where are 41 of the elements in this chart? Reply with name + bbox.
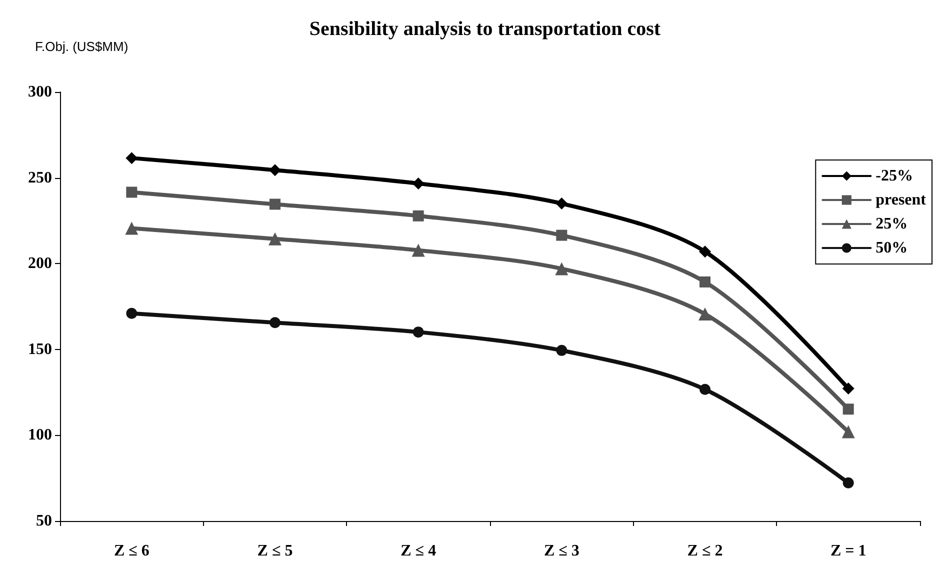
point	[842, 425, 855, 438]
x-tick-label: Z = 1	[830, 542, 866, 560]
point	[556, 344, 568, 356]
point	[698, 308, 712, 321]
y-tick-label: 100	[28, 426, 52, 444]
y-tick-label: 150	[28, 340, 52, 358]
point	[842, 382, 854, 395]
point	[842, 404, 854, 415]
legend-label: present	[876, 192, 927, 208]
legend-label: 25%	[876, 216, 908, 232]
point	[700, 384, 710, 395]
point	[270, 317, 280, 328]
point	[126, 308, 138, 319]
x-tick-label: Z ≤ 3	[544, 542, 580, 560]
x-tick-label: Z ≤ 6	[114, 542, 150, 560]
y-axis-title: F.Obj. (US$MM)	[35, 39, 128, 54]
y-tick-label: 200	[28, 255, 52, 272]
y-tick-label: 300	[28, 84, 52, 100]
point	[268, 232, 282, 246]
point	[412, 210, 424, 222]
legend-label: 50%	[876, 240, 908, 256]
point	[556, 198, 568, 210]
point	[126, 186, 138, 198]
y-tick-label: 250	[28, 169, 52, 186]
chart-title: Sensibility analysis to transportation cost	[309, 18, 661, 40]
x-tick-label: Z ≤ 4	[400, 542, 436, 560]
point	[125, 222, 138, 235]
point	[270, 198, 280, 210]
point	[412, 244, 425, 257]
point	[842, 477, 854, 488]
point	[269, 164, 281, 176]
point	[555, 262, 568, 276]
legend-label: -25%	[876, 168, 913, 184]
x-tick-label: Z ≤ 2	[687, 542, 723, 560]
point	[412, 177, 424, 190]
point	[700, 276, 710, 288]
point	[412, 326, 424, 338]
x-tick-label: Z ≤ 5	[257, 542, 293, 560]
y-tick-label: 50	[36, 512, 52, 530]
point	[556, 230, 568, 241]
point	[699, 246, 711, 258]
